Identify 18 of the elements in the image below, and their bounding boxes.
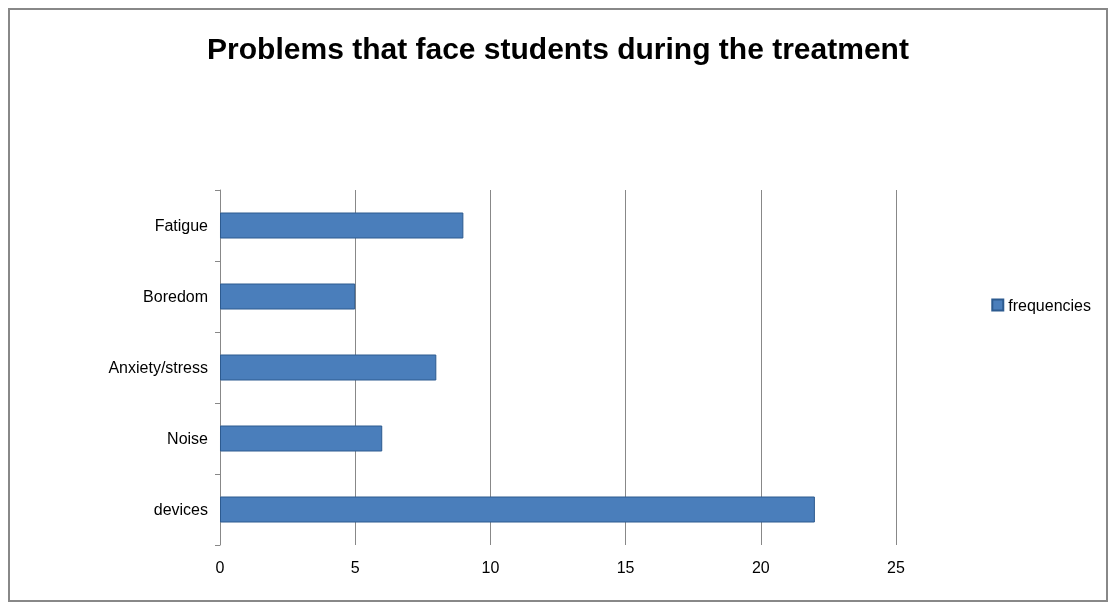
- chart-title: Problems that face students during the treatment: [207, 31, 909, 65]
- bar: [220, 283, 356, 310]
- y-tick-label: Fatigue: [154, 217, 209, 234]
- x-tick-label: 20: [751, 558, 770, 576]
- y-tick-label: Boredom: [143, 288, 208, 305]
- bar: [220, 425, 383, 452]
- x-tick-label: 10: [481, 558, 500, 576]
- legend-label: frequencies: [1008, 296, 1091, 314]
- y-tick-label: devices: [153, 501, 208, 518]
- bar: [220, 354, 437, 381]
- bar: [220, 496, 815, 523]
- x-tick-label: 25: [887, 558, 905, 576]
- y-tick-label: Anxiety/stress: [108, 359, 208, 376]
- bar: [220, 212, 464, 239]
- x-tick-label: 0: [215, 558, 225, 576]
- x-tick-label: 5: [350, 558, 360, 576]
- x-tick-label: 15: [616, 558, 635, 576]
- y-tick-label: Noise: [167, 430, 209, 447]
